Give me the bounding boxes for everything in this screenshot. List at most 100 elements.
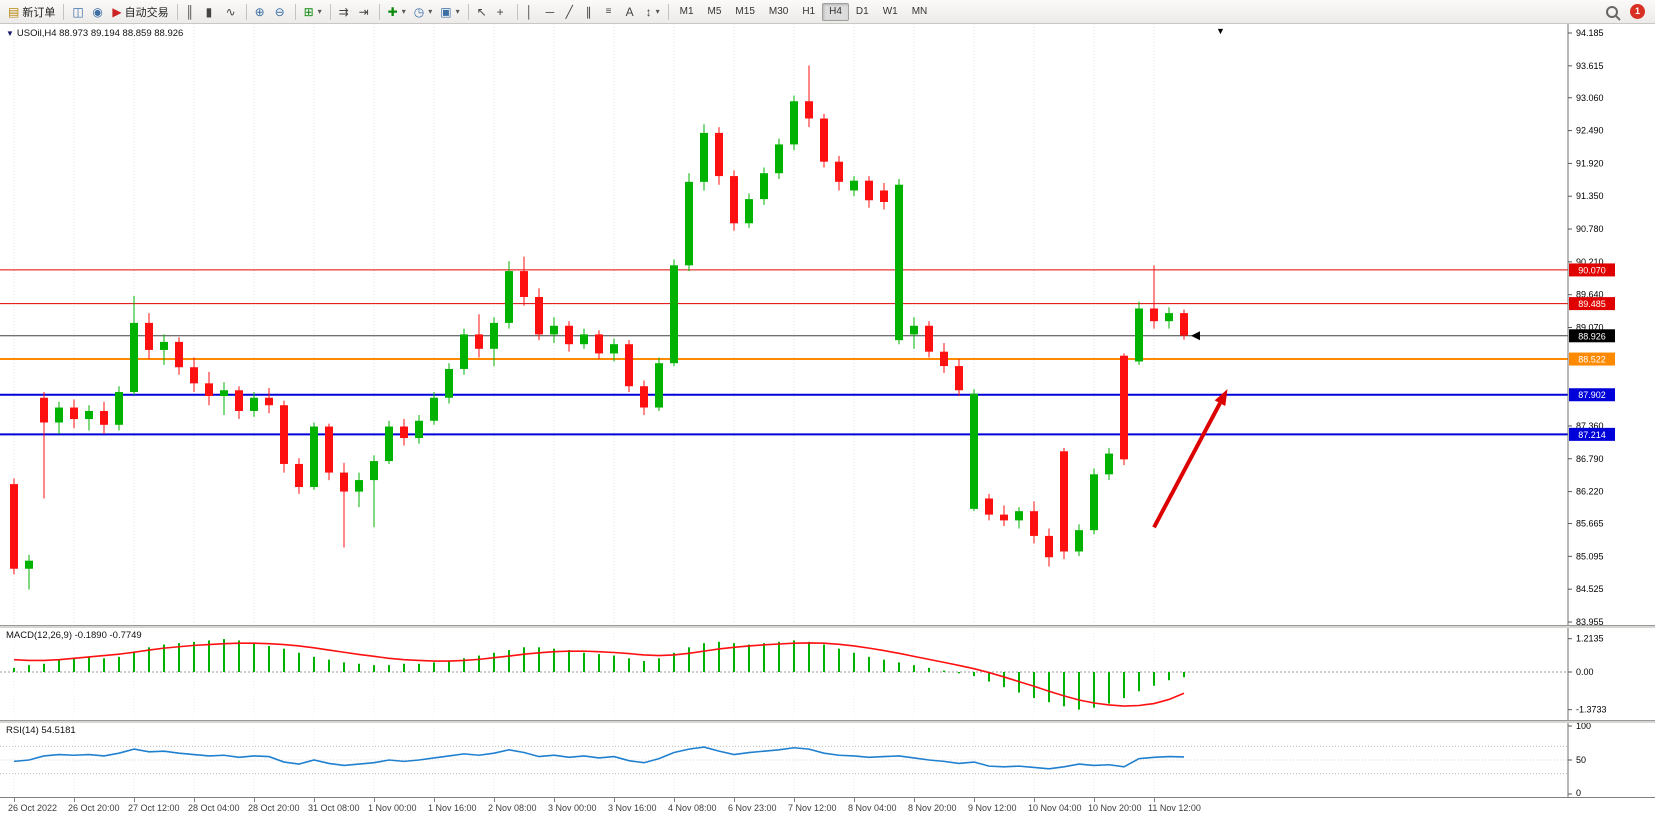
candle-body: [805, 101, 813, 119]
price-tag-bg: [1569, 329, 1615, 343]
notification-badge[interactable]: 1: [1630, 4, 1645, 19]
price-tick-label: 93.615: [1576, 61, 1604, 71]
line-chart-mode-button[interactable]: ∿: [222, 2, 242, 22]
macd-panel[interactable]: 1.2135 0.00 -1.3733: [0, 627, 1655, 720]
trend-arrow-head-icon[interactable]: [1214, 389, 1228, 407]
time-tick: [14, 798, 15, 802]
candle-body: [145, 322, 153, 350]
auto-trading-button[interactable]: ▶ 自动交易: [108, 2, 172, 22]
candle-body: [1075, 530, 1083, 552]
timeframe-mn-button[interactable]: MN: [905, 3, 935, 21]
price-tag-text: 87.902: [1578, 390, 1606, 400]
timeframe-w1-button[interactable]: W1: [876, 3, 905, 21]
candlestick-icon: ▮: [205, 4, 213, 19]
price-tick-label: 90.780: [1576, 224, 1604, 234]
community-button[interactable]: ◉: [88, 2, 108, 22]
period-button[interactable]: ◷ ▾: [410, 2, 437, 22]
bar-chart-icon: ║: [185, 4, 195, 19]
zoom-in-button[interactable]: ⊕: [251, 2, 271, 22]
time-tick: [494, 798, 495, 802]
timeframe-h4-button[interactable]: H4: [822, 2, 849, 21]
time-axis[interactable]: 26 Oct 2022 26 Oct 20:00 27 Oct 12:00 28 Oc…: [0, 797, 1655, 823]
macd-signal-line: [13, 642, 1185, 707]
templates-button[interactable]: ▣ ▾: [436, 2, 463, 22]
crosshair-icon: +: [496, 4, 504, 19]
charts-icon: ◫: [72, 4, 84, 19]
bar-chart-mode-button[interactable]: ║: [182, 2, 202, 22]
horizontal-line-tool-button[interactable]: ─: [542, 2, 562, 22]
candle-body: [730, 176, 738, 224]
panel-splitter[interactable]: [0, 625, 1655, 628]
panel-splitter[interactable]: [0, 720, 1655, 723]
timeframe-m5-button[interactable]: M5: [701, 3, 729, 21]
price-tick-label: 92.490: [1576, 126, 1604, 136]
candle-body: [160, 341, 168, 350]
zoom-out-icon: ⊖: [274, 4, 285, 19]
timeframe-h1-button[interactable]: H1: [795, 3, 822, 21]
add-indicator-button[interactable]: ✚ ▾: [384, 2, 410, 22]
candle-body: [265, 397, 273, 406]
candle-body: [940, 351, 948, 367]
timeframe-d1-button[interactable]: D1: [849, 3, 876, 21]
timeframe-m15-button[interactable]: M15: [728, 3, 761, 21]
price-tick-label: 84.525: [1576, 584, 1604, 594]
chart-shift-button[interactable]: ⇥: [355, 2, 375, 22]
search-icon: [1606, 5, 1618, 18]
chevron-down-icon: ▾: [455, 7, 460, 16]
toolbar-right-group: 1: [1602, 2, 1651, 22]
search-button[interactable]: [1602, 2, 1622, 22]
fibonacci-tool-button[interactable]: ≡: [602, 2, 622, 22]
zoom-out-button[interactable]: ⊖: [271, 2, 291, 22]
cursor-tool-button[interactable]: ↖: [473, 2, 493, 22]
main-chart[interactable]: 94.185 93.615 93.060 92.490 91.920 91.350 90.7…: [0, 24, 1655, 625]
price-tag-90.070[interactable]: 90.070: [1569, 263, 1615, 277]
candle-body: [760, 173, 768, 200]
toolbar-separator: [467, 3, 469, 20]
collapse-triangle-icon[interactable]: ▼: [6, 29, 14, 38]
candle-body: [520, 271, 528, 297]
rsi-panel[interactable]: 100 50 0: [0, 722, 1655, 797]
price-tick-label: 85.665: [1576, 519, 1604, 529]
channel-tool-button[interactable]: ∥: [582, 2, 602, 22]
time-tick: [974, 798, 975, 802]
price-tag-87.902[interactable]: 87.902: [1569, 388, 1615, 402]
timeframe-m30-button[interactable]: M30: [762, 3, 795, 21]
candle-body: [1120, 355, 1128, 460]
chart-menu-arrow-icon[interactable]: ▼: [1216, 26, 1225, 36]
price-tag-87.214[interactable]: 87.214: [1569, 427, 1615, 441]
trendline-tool-button[interactable]: ╱: [562, 2, 582, 22]
text-tool-button[interactable]: A: [622, 2, 642, 22]
time-label: 3 Nov 16:00: [608, 803, 657, 813]
price-tick-label: 91.350: [1576, 191, 1604, 201]
timeframe-m1-button[interactable]: M1: [673, 3, 701, 21]
line-chart-icon: ∿: [225, 4, 236, 19]
candle-body: [1180, 313, 1188, 336]
candle-body: [700, 132, 708, 182]
candle-body: [400, 426, 408, 439]
time-label: 10 Nov 04:00: [1028, 803, 1082, 813]
candle-body: [685, 181, 693, 266]
vertical-line-tool-button[interactable]: │: [522, 2, 542, 22]
macd-tick-label: -1.3733: [1576, 705, 1607, 715]
candle-body: [280, 405, 288, 464]
macd-tick-label: 0.00: [1576, 667, 1594, 677]
auto-scroll-button[interactable]: ⇉: [335, 2, 355, 22]
price-tag-text: 87.214: [1578, 430, 1606, 440]
price-tag-89.485[interactable]: 89.485: [1569, 297, 1615, 311]
price-tag-88.522[interactable]: 88.522: [1569, 352, 1615, 366]
candle-body: [430, 397, 438, 421]
crosshair-tool-button[interactable]: +: [493, 2, 513, 22]
time-tick: [614, 798, 615, 802]
candlestick-mode-button[interactable]: ▮: [202, 2, 222, 22]
charts-button[interactable]: ◫: [68, 2, 88, 22]
time-label: 8 Nov 20:00: [908, 803, 957, 813]
price-tag-88.926[interactable]: 88.926: [1569, 329, 1615, 343]
tile-windows-button[interactable]: ⊞ ▾: [300, 2, 326, 22]
trend-arrow[interactable]: [1152, 402, 1222, 529]
time-tick: [374, 798, 375, 802]
arrows-tool-button[interactable]: ↕ ▾: [642, 2, 664, 22]
chart-area[interactable]: 94.185 93.615 93.060 92.490 91.920 91.350 90.7…: [0, 24, 1655, 823]
candle-body: [250, 397, 258, 411]
new-order-button[interactable]: ▤ 新订单: [4, 2, 59, 22]
price-tick-label: 91.920: [1576, 158, 1604, 168]
